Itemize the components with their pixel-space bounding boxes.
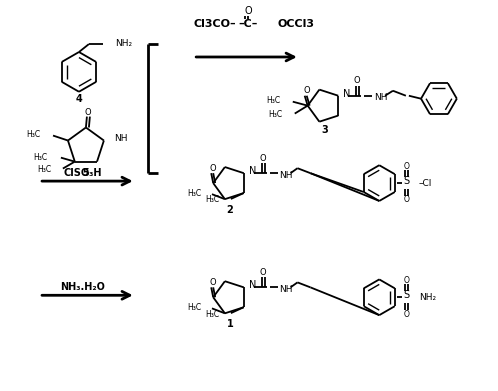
Text: 4: 4 (76, 94, 82, 104)
Text: NH: NH (374, 93, 387, 102)
Text: NH: NH (279, 285, 293, 294)
Text: O: O (403, 196, 409, 204)
Text: O: O (259, 268, 266, 277)
Text: H₃C: H₃C (205, 196, 219, 204)
Text: 1: 1 (227, 319, 234, 329)
Text: NH: NH (279, 170, 293, 179)
Text: NH: NH (114, 134, 127, 143)
Text: O: O (403, 310, 409, 319)
Text: N: N (249, 280, 256, 291)
Text: S: S (403, 176, 409, 186)
Text: H₃C: H₃C (26, 130, 40, 139)
Text: O: O (403, 276, 409, 285)
Text: O: O (354, 76, 361, 85)
Text: NH₂: NH₂ (115, 39, 132, 48)
Text: H₃C: H₃C (187, 303, 201, 312)
Text: H₃C: H₃C (37, 165, 51, 174)
Text: NH₂: NH₂ (419, 293, 436, 302)
Text: O: O (259, 154, 266, 163)
Text: O: O (303, 86, 310, 95)
Text: OCCl3: OCCl3 (278, 19, 315, 29)
Text: O: O (403, 162, 409, 171)
Text: NH₃.H₂O: NH₃.H₂O (60, 282, 106, 292)
Text: 5: 5 (83, 168, 89, 178)
Text: H₃C: H₃C (269, 110, 283, 119)
Text: N: N (343, 89, 351, 99)
Text: O: O (244, 6, 252, 16)
Text: O: O (210, 164, 217, 173)
Text: N: N (249, 166, 256, 176)
Text: 3: 3 (321, 126, 328, 135)
Text: –C–: –C– (239, 19, 257, 29)
Text: O: O (85, 108, 91, 117)
Text: Cl3CO–: Cl3CO– (193, 19, 236, 29)
Text: H₃C: H₃C (267, 96, 281, 105)
Text: –Cl: –Cl (419, 179, 432, 188)
Text: ClSO₃H: ClSO₃H (64, 168, 102, 178)
Text: O: O (210, 278, 217, 287)
Text: H₃C: H₃C (33, 153, 47, 162)
Text: 2: 2 (227, 205, 234, 215)
Text: H₃C: H₃C (187, 189, 201, 198)
Text: H₃C: H₃C (205, 310, 219, 319)
Text: S: S (403, 290, 409, 300)
